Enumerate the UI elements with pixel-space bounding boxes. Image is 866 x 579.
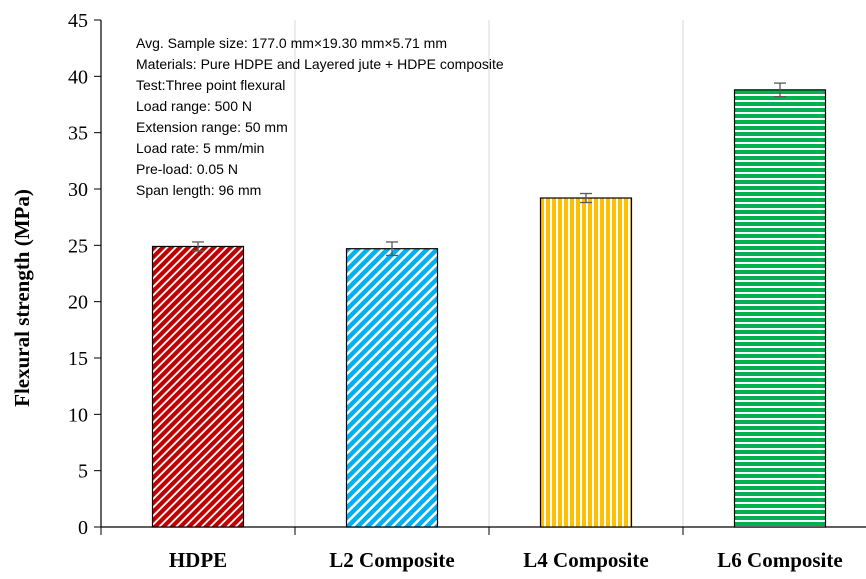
annotation-line: Avg. Sample size: 177.0 mm×19.30 mm×5.71… <box>136 35 447 51</box>
y-axis-title: Flexural strength (MPa) <box>10 189 34 407</box>
y-tick-label: 35 <box>68 123 88 145</box>
annotation-line: Load rate: 5 mm/min <box>136 140 264 156</box>
bars <box>151 82 827 528</box>
x-category-label: L2 Composite <box>329 548 454 572</box>
annotation-line: Materials: Pure HDPE and Layered jute + … <box>136 56 504 72</box>
x-category-label: HDPE <box>169 548 227 572</box>
bar-l4-composite <box>539 197 633 528</box>
annotation-line: Pre-load: 0.05 N <box>136 161 238 177</box>
y-tick-label: 5 <box>78 461 88 483</box>
x-category-label: L4 Composite <box>523 548 648 572</box>
y-tick-label: 40 <box>68 66 88 88</box>
labels: 0 5 10 15 20 25 30 35 40 45 HDPE L2 Composite L4 Com… <box>68 10 843 572</box>
y-tick-label: 25 <box>68 235 88 257</box>
annotation-line: Span length: 96 mm <box>136 182 261 198</box>
y-tick-label: 0 <box>78 517 88 539</box>
y-tick-label: 45 <box>68 10 88 32</box>
x-category-label: L6 Composite <box>717 548 842 572</box>
y-tick-label: 20 <box>68 292 88 314</box>
y-tick-label: 10 <box>68 404 88 426</box>
annotation-line: Extension range: 50 mm <box>136 119 288 135</box>
bar-hdpe <box>151 245 245 528</box>
bar-l6-composite <box>733 89 827 528</box>
annotation-line: Test:Three point flexural <box>136 77 285 93</box>
annotation-box: Avg. Sample size: 177.0 mm×19.30 mm×5.71… <box>136 35 504 198</box>
grid-lines <box>294 20 684 527</box>
bar-l2-composite <box>345 248 439 528</box>
y-tick-label: 30 <box>68 179 88 201</box>
annotation-line: Load range: 500 N <box>136 98 252 114</box>
y-tick-label: 15 <box>68 348 88 370</box>
